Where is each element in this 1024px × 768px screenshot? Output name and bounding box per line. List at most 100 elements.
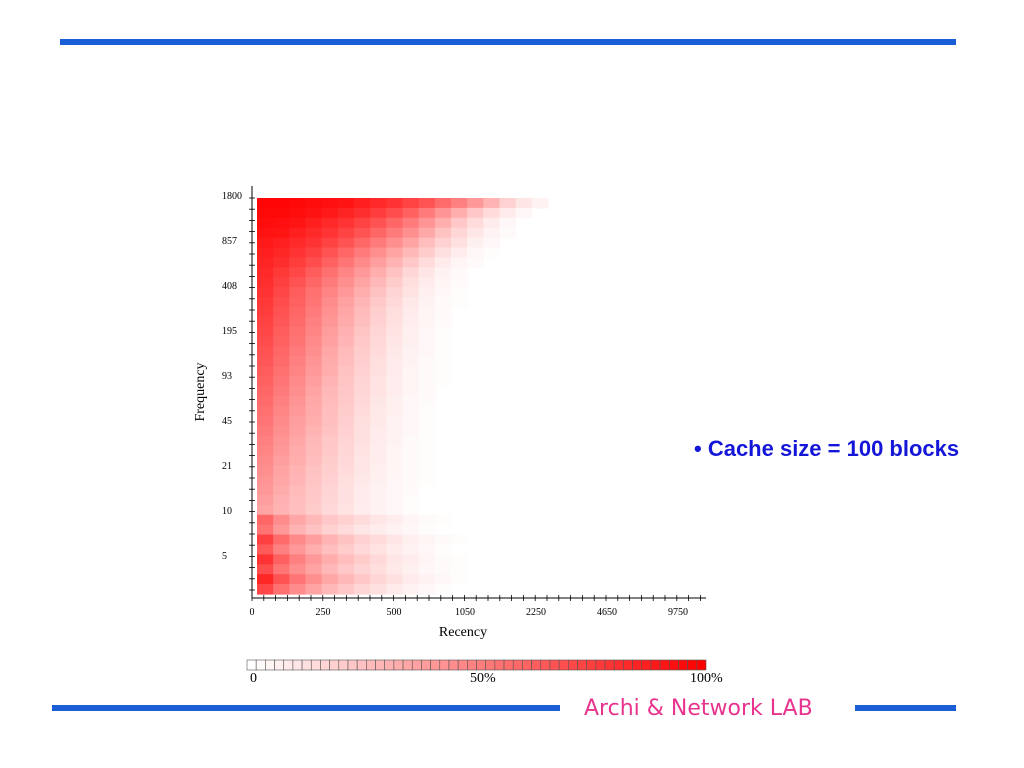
x-axis-title: Recency (439, 625, 487, 640)
heatmap-cell (337, 435, 355, 447)
heatmap-cell (370, 544, 387, 555)
heatmap-cell (402, 584, 420, 595)
heatmap-cell (273, 445, 290, 456)
heatmap-cell (273, 366, 290, 377)
legend-swatch (393, 659, 404, 671)
heatmap-cell (257, 405, 274, 417)
heatmap-cell (273, 326, 290, 338)
y-tick-label: 10 (222, 506, 232, 517)
heatmap-cell (321, 425, 339, 437)
heatmap-cell (337, 514, 355, 526)
heatmap-cell (434, 297, 452, 308)
heatmap-cell (434, 514, 452, 526)
heatmap-cell (451, 267, 468, 278)
heatmap-cell (257, 455, 274, 466)
heatmap-cell (451, 287, 468, 298)
heatmap-cell (402, 237, 420, 249)
heatmap-cell (289, 455, 307, 466)
heatmap-cell (418, 564, 436, 575)
heatmap-cell (289, 405, 307, 417)
heatmap-cell (370, 277, 387, 288)
heatmap-cell (321, 287, 339, 298)
heatmap-cell (354, 405, 371, 417)
heatmap-cell (370, 564, 387, 575)
heatmap-cell (402, 336, 420, 348)
heatmap-cell (354, 326, 371, 338)
heatmap-cell (354, 247, 371, 258)
heatmap-cell (483, 237, 501, 249)
heatmap-cell (451, 227, 468, 239)
heatmap-cell (386, 297, 404, 308)
x-tick-label: 2250 (526, 607, 546, 618)
heatmap-cell (370, 445, 387, 456)
heatmap-cell (354, 396, 371, 407)
heatmap-cell (273, 207, 290, 219)
heatmap-cell (354, 356, 371, 367)
heatmap-cell (434, 277, 452, 288)
heatmap-cell (305, 316, 323, 328)
heatmap-cell (370, 217, 387, 229)
heatmap-cell (354, 257, 371, 268)
legend-swatch (301, 659, 312, 671)
heatmap-cell (305, 287, 323, 298)
heatmap-cell (289, 247, 307, 258)
heatmap-cell (337, 356, 355, 367)
heatmap-cell (257, 386, 274, 397)
legend-swatch (604, 659, 615, 671)
heatmap-cell (402, 346, 420, 357)
heatmap-cell (402, 445, 420, 456)
heatmap-cell (305, 405, 323, 417)
heatmap-cell (321, 475, 339, 486)
heatmap-cell (418, 465, 436, 476)
heatmap-cell (289, 465, 307, 476)
heatmap-cell (386, 564, 404, 575)
heatmap-cell (370, 514, 387, 526)
heatmap-cell (451, 297, 468, 308)
heatmap-cell (354, 237, 371, 249)
heatmap-cell (418, 277, 436, 288)
heatmap-cell (273, 247, 290, 258)
heatmap-cell (289, 386, 307, 397)
heatmap-cell (305, 366, 323, 377)
heatmap-cell (337, 465, 355, 476)
heatmap-cell (337, 366, 355, 377)
heatmap-cell (370, 336, 387, 348)
heatmap-cell (354, 297, 371, 308)
heatmap-cell (321, 584, 339, 595)
heatmap-cell (434, 346, 452, 357)
heatmap-cell (337, 247, 355, 258)
heatmap-cell (434, 554, 452, 565)
heatmap-cell (273, 237, 290, 249)
legend-swatch (283, 659, 294, 671)
heatmap-cell (305, 524, 323, 536)
heatmap-cell (273, 564, 290, 575)
heatmap-cell (337, 386, 355, 397)
top-rule (60, 39, 956, 45)
heatmap-cell (402, 366, 420, 377)
legend-swatch (678, 659, 688, 671)
heatmap-cell (273, 405, 290, 417)
heatmap-cell (273, 495, 290, 506)
heatmap-cell (418, 514, 436, 526)
heatmap-cell (402, 356, 420, 367)
heatmap-cell (354, 217, 371, 229)
heatmap-cell (305, 306, 323, 318)
heatmap-cell (337, 207, 355, 219)
heatmap-cell (402, 247, 420, 258)
heatmap-cell (337, 346, 355, 357)
heatmap-cell (337, 306, 355, 318)
heatmap-cell (289, 445, 307, 456)
heatmap-cell (386, 504, 404, 516)
heatmap-cell (273, 396, 290, 407)
heatmap-cell (273, 297, 290, 308)
heatmap-cell (337, 267, 355, 278)
legend-swatch (476, 659, 486, 671)
heatmap-cell (370, 405, 387, 417)
heatmap-cell (354, 544, 371, 555)
heatmap-cell (257, 326, 274, 338)
heatmap-cell (257, 564, 274, 575)
heatmap-cell (289, 495, 307, 506)
heatmap-cell (289, 485, 307, 496)
heatmap-cell (370, 306, 387, 318)
heatmap-cell (289, 514, 307, 526)
